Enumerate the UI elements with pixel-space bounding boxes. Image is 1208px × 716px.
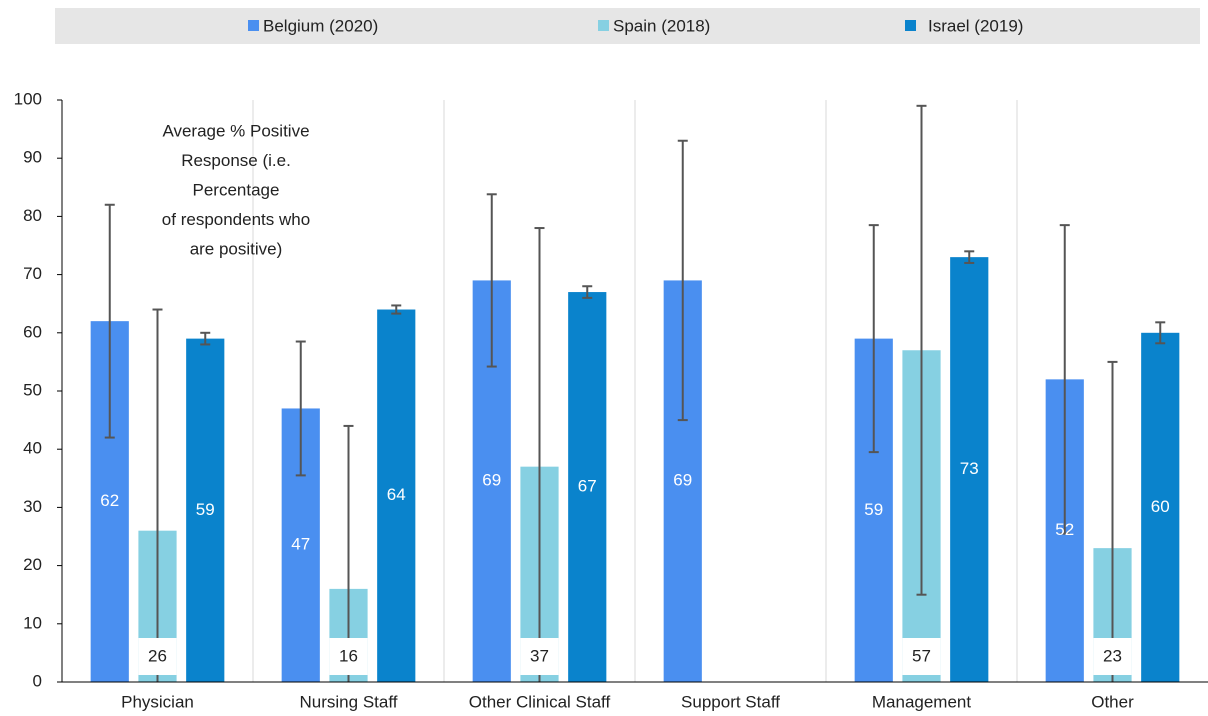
value-label: 73 xyxy=(960,459,979,478)
bar xyxy=(186,338,225,682)
bar xyxy=(377,309,416,682)
value-label-box xyxy=(520,638,559,675)
value-label: 59 xyxy=(196,500,215,519)
x-tick-label: Physician xyxy=(121,692,194,711)
x-tick-label: Other Clinical Staff xyxy=(469,692,611,711)
value-label: 59 xyxy=(864,500,883,519)
value-label: 52 xyxy=(1055,520,1074,539)
legend-swatch xyxy=(248,20,259,31)
value-label: 69 xyxy=(482,471,501,490)
bar xyxy=(950,257,989,682)
annotation: of respondents who xyxy=(162,210,310,229)
annotation: Response (i.e. xyxy=(181,151,291,170)
y-tick-label: 40 xyxy=(23,439,42,458)
y-tick-label: 30 xyxy=(23,497,42,516)
bar xyxy=(568,292,607,682)
value-label: 67 xyxy=(578,477,597,496)
value-label: 62 xyxy=(100,491,119,510)
x-tick-label: Nursing Staff xyxy=(300,692,398,711)
value-label: 60 xyxy=(1151,497,1170,516)
value-label-box xyxy=(1093,638,1132,675)
y-tick-label: 80 xyxy=(23,206,42,225)
legend-swatch xyxy=(905,20,916,31)
legend-label: Belgium (2020) xyxy=(263,16,378,35)
annotation: are positive) xyxy=(190,239,283,258)
y-tick-label: 50 xyxy=(23,380,42,399)
value-label: 16 xyxy=(339,646,358,665)
y-tick-label: 70 xyxy=(23,264,42,283)
value-label: 37 xyxy=(530,646,549,665)
legend-label: Spain (2018) xyxy=(613,16,710,35)
annotation: Percentage xyxy=(193,180,280,199)
value-label-box xyxy=(902,638,941,675)
x-tick-label: Management xyxy=(872,692,972,711)
x-tick-label: Other xyxy=(1091,692,1134,711)
legend-background xyxy=(55,8,1200,44)
value-label: 23 xyxy=(1103,646,1122,665)
y-tick-label: 60 xyxy=(23,322,42,341)
legend-swatch xyxy=(598,20,609,31)
value-label: 69 xyxy=(673,471,692,490)
value-label: 64 xyxy=(387,485,406,504)
value-label: 47 xyxy=(291,535,310,554)
y-tick-label: 100 xyxy=(14,89,42,108)
y-tick-label: 10 xyxy=(23,613,42,632)
y-tick-label: 90 xyxy=(23,148,42,167)
legend-label: Israel (2019) xyxy=(928,16,1023,35)
value-label-box xyxy=(329,638,368,675)
value-label: 26 xyxy=(148,646,167,665)
x-tick-label: Support Staff xyxy=(681,692,780,711)
y-tick-label: 20 xyxy=(23,555,42,574)
value-label-box xyxy=(138,638,177,675)
annotation: Average % Positive xyxy=(162,121,309,140)
value-label: 57 xyxy=(912,646,931,665)
bar xyxy=(1141,332,1180,682)
y-tick-label: 0 xyxy=(33,671,42,690)
